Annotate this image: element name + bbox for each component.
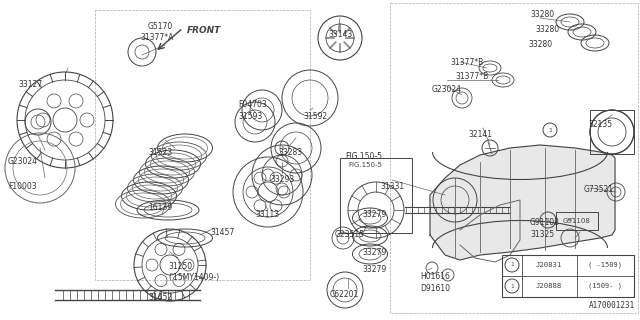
Text: G5170: G5170 — [148, 22, 173, 31]
Text: 32135: 32135 — [588, 120, 612, 129]
Text: 33280: 33280 — [535, 25, 559, 34]
Text: 31592: 31592 — [303, 112, 327, 121]
Text: FIG.150-5: FIG.150-5 — [345, 152, 382, 161]
Text: ('15MY1409-): ('15MY1409-) — [168, 273, 219, 282]
Text: G23024: G23024 — [8, 157, 38, 166]
Text: FIG.150-5: FIG.150-5 — [348, 162, 382, 168]
Text: 1: 1 — [547, 218, 550, 222]
Text: F04703: F04703 — [238, 100, 267, 109]
Text: 31452: 31452 — [148, 293, 172, 302]
Text: 1: 1 — [280, 146, 284, 150]
Text: 31377*B: 31377*B — [455, 72, 488, 81]
Text: 31457: 31457 — [210, 228, 234, 237]
Text: 31331: 31331 — [380, 182, 404, 191]
Text: 31250: 31250 — [168, 262, 192, 271]
Bar — [390, 3, 638, 313]
Bar — [590, 110, 634, 154]
Polygon shape — [430, 145, 615, 260]
Text: C62201: C62201 — [330, 290, 359, 299]
Text: H01616: H01616 — [420, 272, 450, 281]
Text: 16139: 16139 — [148, 203, 172, 212]
Text: G23024: G23024 — [432, 85, 462, 94]
Text: 33127: 33127 — [18, 80, 42, 89]
Text: 33280: 33280 — [530, 10, 554, 19]
Text: 31523: 31523 — [148, 148, 172, 157]
Text: 33279: 33279 — [362, 265, 387, 274]
Text: J20888: J20888 — [536, 283, 562, 289]
Bar — [340, 158, 412, 233]
Text: (1509- ): (1509- ) — [588, 283, 622, 289]
Bar — [502, 255, 634, 297]
Text: F10003: F10003 — [8, 182, 36, 191]
Text: ( -1509): ( -1509) — [588, 262, 622, 268]
Text: 32141: 32141 — [468, 130, 492, 139]
Text: G73521: G73521 — [584, 185, 614, 194]
Text: D91610: D91610 — [420, 284, 450, 293]
Text: 33143: 33143 — [328, 30, 352, 39]
Text: 31377*A: 31377*A — [140, 33, 173, 42]
Text: 1: 1 — [510, 262, 514, 268]
Bar — [556, 212, 598, 230]
Text: 33280: 33280 — [528, 40, 552, 49]
Text: G91108: G91108 — [530, 218, 560, 227]
Text: 31325: 31325 — [530, 230, 554, 239]
Text: G91108: G91108 — [563, 218, 591, 224]
Text: G23515: G23515 — [335, 230, 365, 239]
Text: 31377*B: 31377*B — [450, 58, 483, 67]
Text: 33279: 33279 — [362, 248, 387, 257]
Text: 1: 1 — [548, 127, 552, 132]
Text: 1: 1 — [510, 284, 514, 289]
Text: 31593: 31593 — [238, 112, 262, 121]
Text: 33283: 33283 — [278, 148, 302, 157]
Text: 33113: 33113 — [255, 210, 279, 219]
Text: 33293: 33293 — [270, 175, 294, 184]
Text: 33279: 33279 — [362, 210, 387, 219]
Text: FRONT: FRONT — [187, 26, 221, 35]
Text: A170001231: A170001231 — [589, 301, 635, 310]
Bar — [95, 10, 310, 280]
Text: J20831: J20831 — [536, 262, 562, 268]
